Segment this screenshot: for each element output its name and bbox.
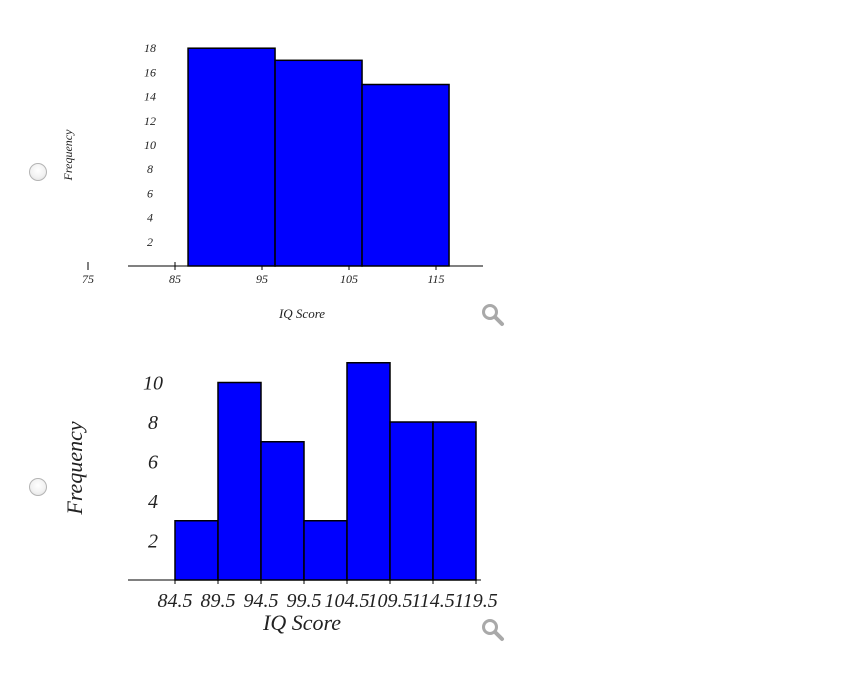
y-tick-label: 4 bbox=[148, 491, 158, 513]
x-tick-label: 84.5 bbox=[158, 590, 193, 612]
y-tick-label: 2 bbox=[148, 531, 158, 553]
x-tick-label: 95 bbox=[256, 272, 268, 286]
x-tick-label: 119.5 bbox=[454, 590, 498, 612]
y-tick-label: 6 bbox=[148, 452, 158, 474]
histogram-bar bbox=[432, 421, 477, 581]
x-tick-label: 105 bbox=[340, 272, 358, 286]
histogram-bar bbox=[303, 520, 348, 581]
y-tick-label: 16 bbox=[144, 65, 156, 79]
x-tick-label: 75 bbox=[82, 272, 94, 286]
histogram-bar bbox=[217, 381, 262, 581]
x-tick-label: 115 bbox=[427, 272, 444, 286]
y-tick-label: 18 bbox=[144, 41, 156, 55]
y-tick-label: 10 bbox=[144, 138, 156, 152]
y-tick-label: 6 bbox=[147, 186, 153, 200]
x-tick-label: 89.5 bbox=[201, 590, 236, 612]
histogram-chart-1: Frequency IQ Score 2 4 6 8 10 12 14 16 18 75 85 95 1… bbox=[61, 41, 483, 321]
y-tick-label: 8 bbox=[148, 412, 158, 434]
y-tick-label: 2 bbox=[147, 235, 153, 249]
histogram-bar bbox=[187, 47, 276, 267]
y-tick-label: 12 bbox=[144, 114, 156, 128]
option-2-radio-button[interactable] bbox=[29, 478, 47, 496]
histogram-bar bbox=[260, 441, 305, 581]
option-1-radio-button[interactable] bbox=[29, 163, 47, 181]
y-axis-label: Frequency bbox=[61, 129, 75, 182]
histogram-bar bbox=[274, 59, 363, 267]
histogram-bar bbox=[174, 520, 219, 581]
x-tick-label: 99.5 bbox=[287, 590, 322, 612]
x-tick-label: 114.5 bbox=[411, 590, 455, 612]
histogram-chart-2: Frequency IQ Score 2 4 6 8 10 84.5 89.5 94.5 99.… bbox=[62, 362, 498, 635]
histogram-bar bbox=[361, 83, 450, 267]
y-tick-label: 8 bbox=[147, 162, 153, 176]
y-axis-label: Frequency bbox=[62, 421, 87, 515]
magnifier-icon[interactable] bbox=[480, 617, 506, 643]
y-tick-label: 10 bbox=[143, 373, 163, 395]
answer-option-2: Frequency IQ Score 2 4 6 8 10 84.5 89.5 94.5 99.… bbox=[0, 345, 865, 691]
histogram-bar bbox=[346, 362, 391, 581]
histogram-bar bbox=[389, 421, 434, 581]
x-tick-label: 109.5 bbox=[368, 590, 413, 612]
x-axis-label: IQ Score bbox=[278, 306, 325, 321]
answer-option-1: Frequency IQ Score 2 4 6 8 10 12 14 16 18 75 85 95 1… bbox=[0, 0, 865, 345]
x-tick-label: 104.5 bbox=[325, 590, 370, 612]
x-axis-label: IQ Score bbox=[262, 610, 341, 635]
y-tick-label: 14 bbox=[144, 90, 156, 104]
magnifier-icon[interactable] bbox=[480, 302, 506, 328]
x-tick-label: 85 bbox=[169, 272, 181, 286]
x-tick-label: 94.5 bbox=[244, 590, 279, 612]
y-tick-label: 4 bbox=[147, 211, 153, 225]
